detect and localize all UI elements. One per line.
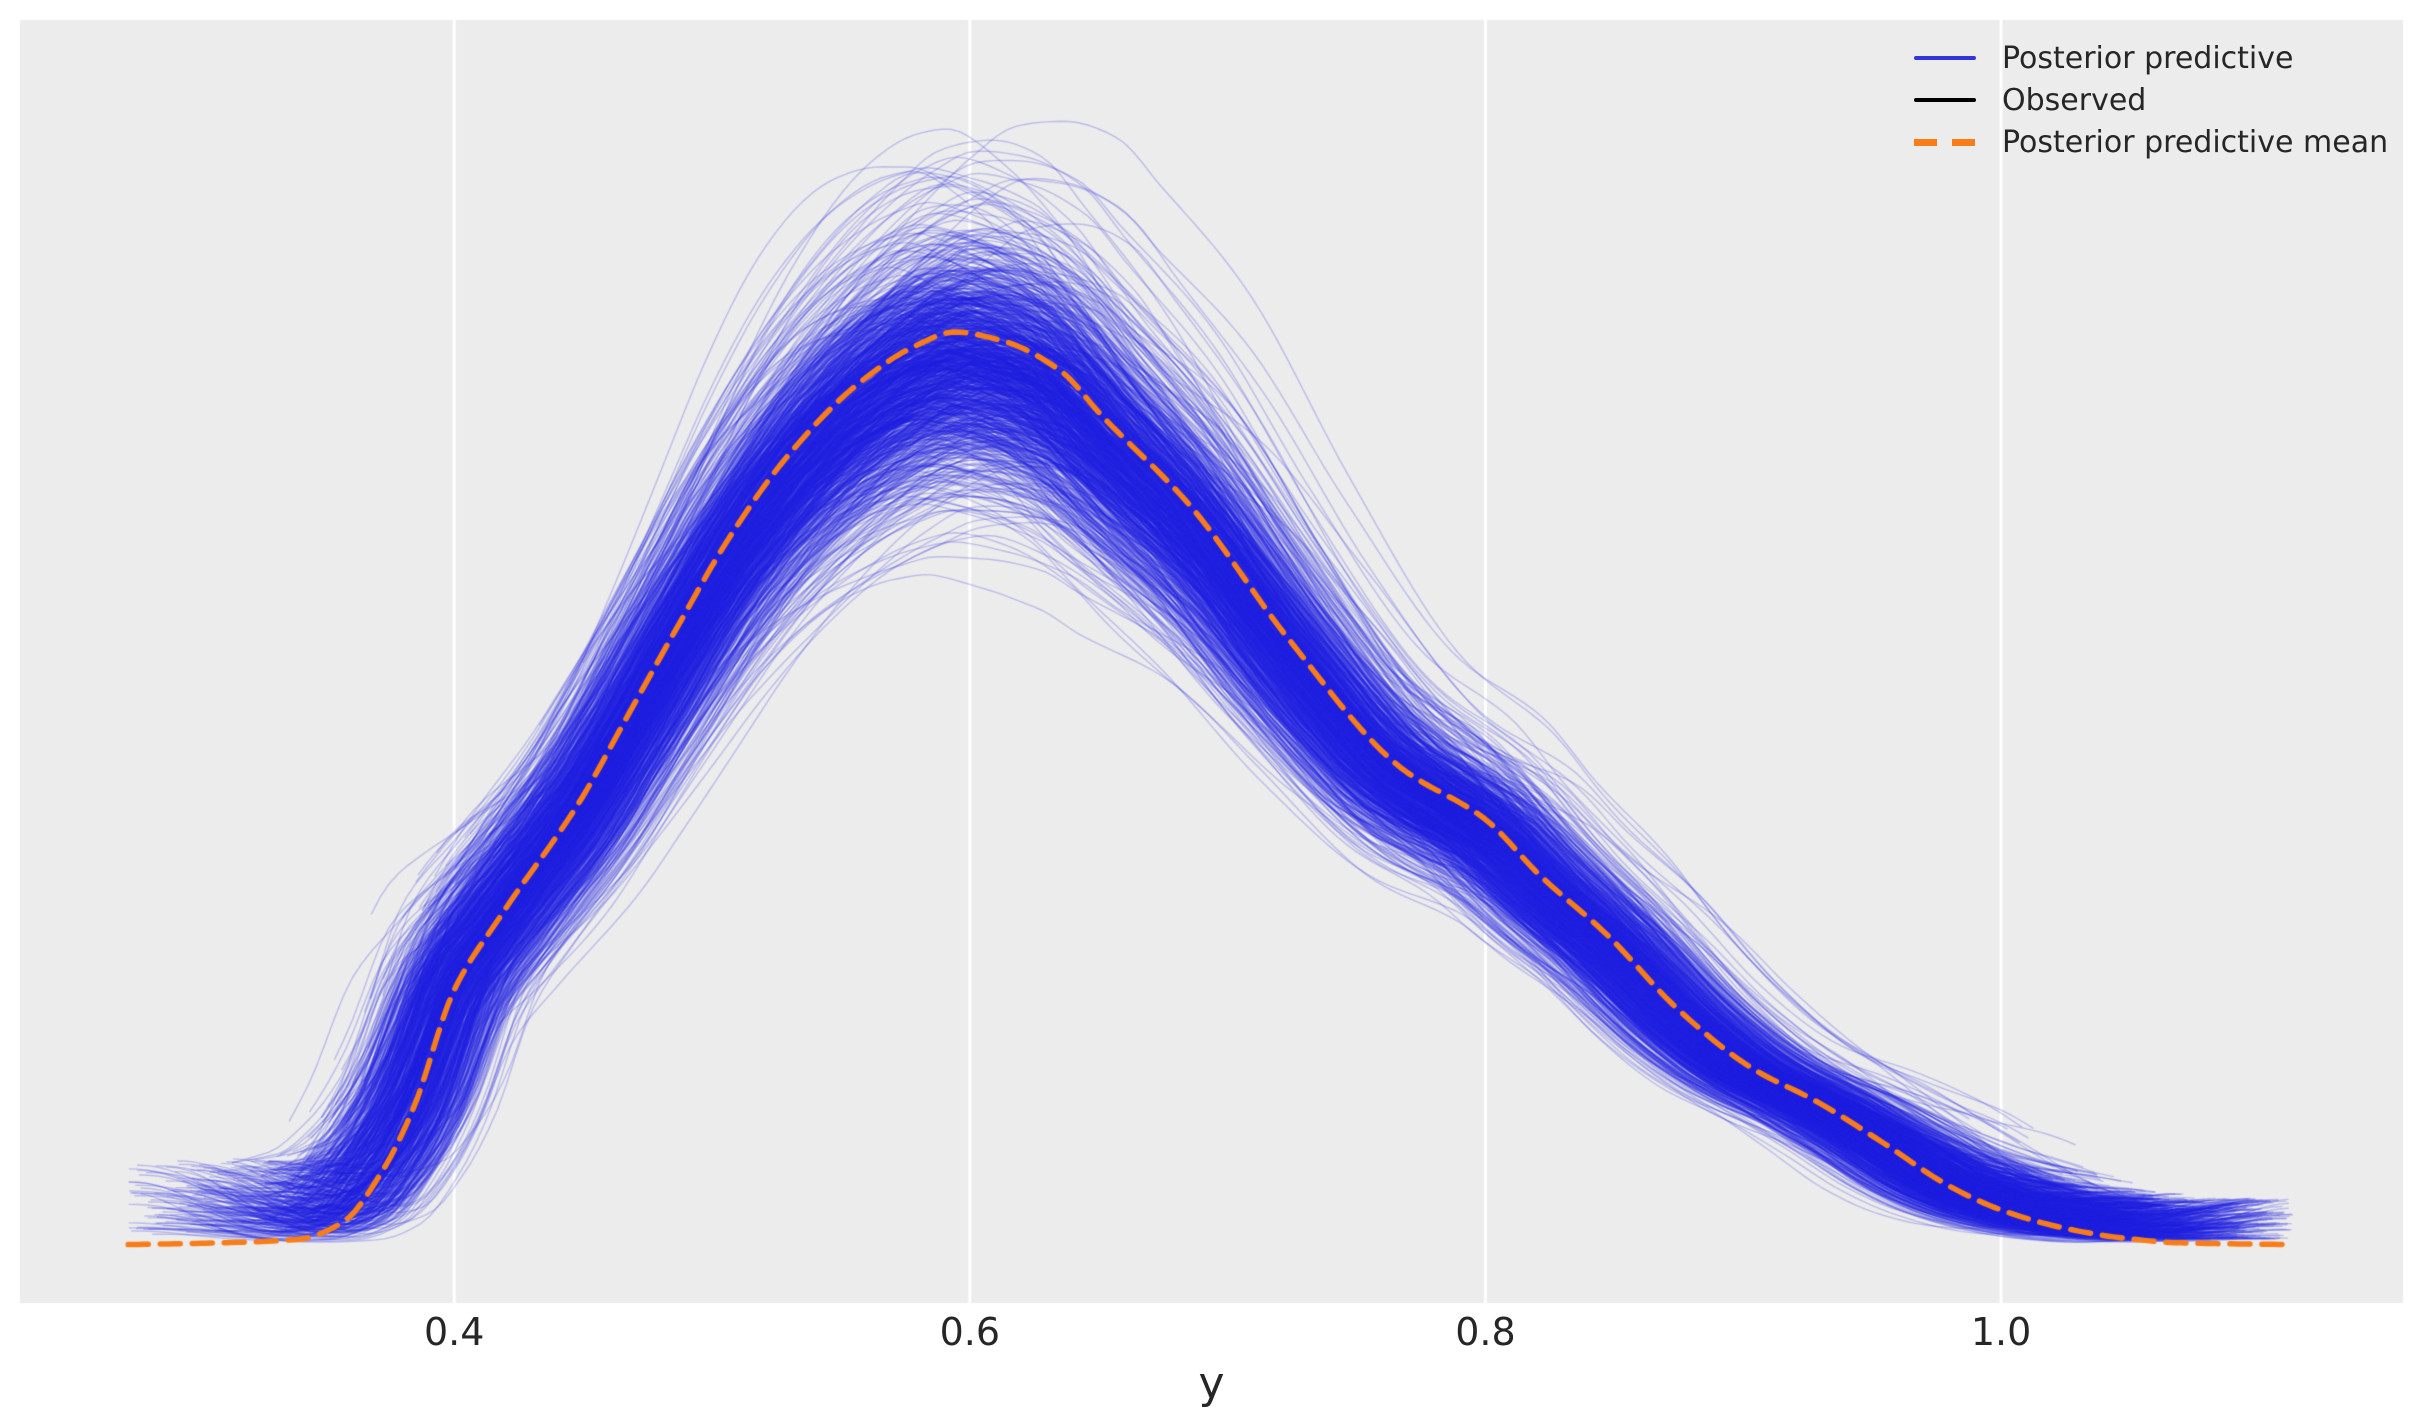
x-tick-label-0.4: 0.4	[423, 1310, 485, 1354]
posterior-predictive-line-swatch	[1914, 56, 1976, 60]
legend-label-posterior-predictive: Posterior predictive	[2002, 40, 2294, 76]
x-tick-label-0.6: 0.6	[939, 1310, 1000, 1354]
x-axis-label: y	[1198, 1358, 1225, 1409]
legend-label-posterior-predictive-mean: Posterior predictive mean	[2002, 124, 2389, 160]
legend-item-posterior-predictive: Posterior predictive	[1914, 37, 2388, 79]
posterior-predictive-mean-line-swatch	[1914, 138, 1976, 146]
legend: Posterior predictive Observed Posterior …	[1914, 37, 2388, 163]
x-tick-label-1.0: 1.0	[1970, 1310, 2032, 1354]
x-tick-label-0.8: 0.8	[1455, 1310, 1516, 1354]
observed-line-swatch	[1914, 98, 1976, 102]
legend-item-observed: Observed	[1914, 79, 2388, 121]
legend-item-posterior-predictive-mean: Posterior predictive mean	[1914, 121, 2388, 163]
legend-label-observed: Observed	[2002, 82, 2147, 118]
